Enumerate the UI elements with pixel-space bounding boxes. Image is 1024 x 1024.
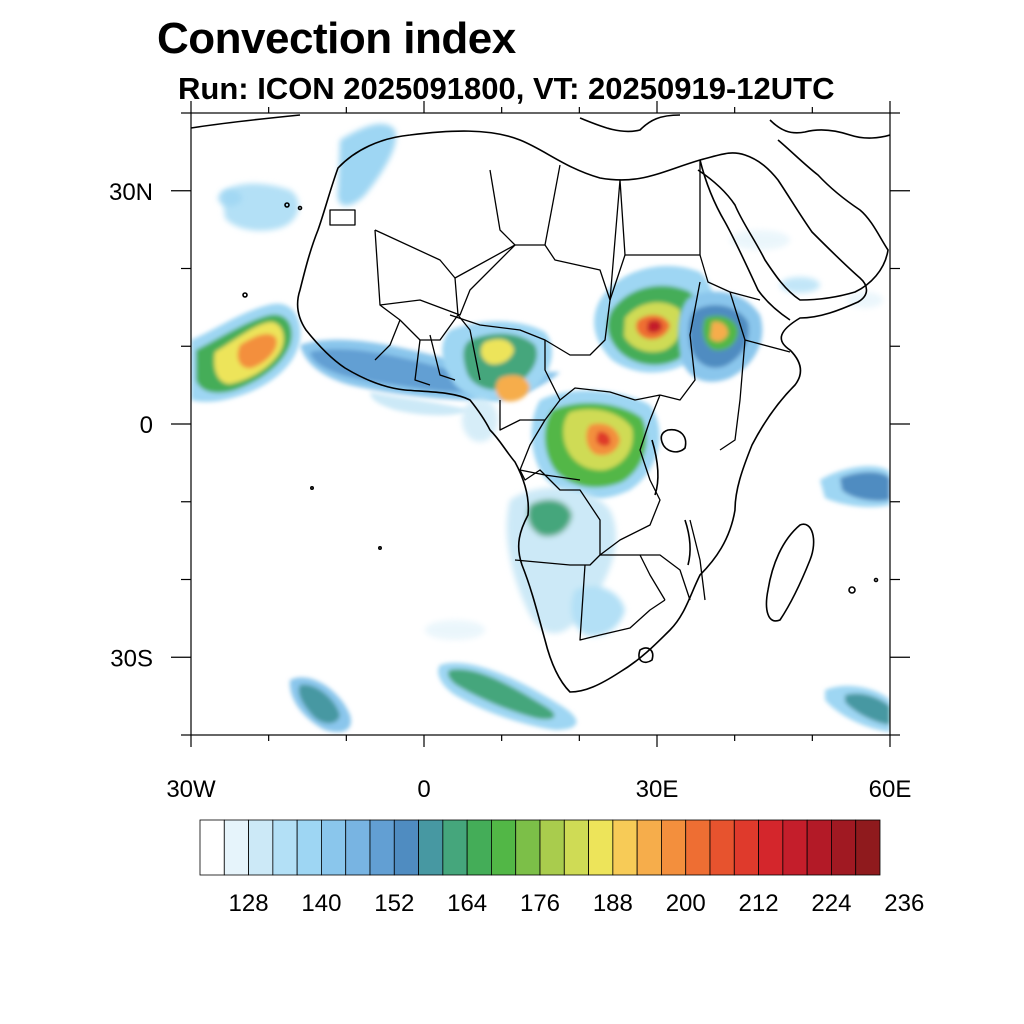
colorbar-swatch [733,819,759,876]
colorbar-swatch [321,819,347,876]
colorbar-label: 188 [593,890,633,917]
convection-region-faint-patches [218,190,883,640]
colorbar-swatch [515,819,541,876]
convection-region-southern-ocean-sw [289,677,351,733]
convection-region-ne-atlantic [222,123,396,231]
colorbar-swatch [466,819,492,876]
colorbar-swatch [758,819,784,876]
colorbar-swatch [855,819,881,876]
coastline-layer [191,114,890,693]
convection-region-sudan [594,265,715,373]
colorbar-swatch [588,819,614,876]
colorbar-swatch [636,819,662,876]
convection-region-indian-ocean-east [820,466,890,508]
colorbar-swatch [806,819,832,876]
colorbar-swatch [563,819,589,876]
colorbar-swatch [418,819,444,876]
colorbar-swatch [612,819,638,876]
colorbar-label: 236 [884,890,924,917]
colorbar-swatch [296,819,322,876]
axis-tick-labels: 30W 0 30E 60E 30N 0 30S [109,179,911,803]
country-border-layer [329,160,791,641]
chart-subtitle: Run: ICON 2025091800, VT: 20250919-12UTC [178,71,835,106]
convection-region-ethiopia [678,291,763,382]
convection-field-layer [191,123,890,733]
colorbar-label: 128 [229,890,269,917]
lat-tick-label: 0 [140,412,153,439]
convection-region-angola [506,487,625,637]
lon-tick-label: 0 [417,776,430,803]
colorbar-swatch [272,819,298,876]
colorbar-swatch [539,819,565,876]
colorbar-swatch [248,819,274,876]
lon-tick-label: 30E [636,776,679,803]
colorbar-swatch [442,819,468,876]
convection-region-nigeria [442,321,553,402]
convection-region-atlantic-west [191,303,301,402]
colorbar-swatch [345,819,371,876]
colorbar-label: 140 [301,890,341,917]
lon-tick-label: 30W [166,776,216,803]
colorbar-swatch [685,819,711,876]
colorbar-swatch [491,819,517,876]
colorbar-swatch [709,819,735,876]
colorbar-label: 200 [666,890,706,917]
convection-region-indian-ocean-south [825,685,890,732]
axis-ticks [171,101,910,747]
colorbar-swatch [782,819,808,876]
colorbar-label: 212 [739,890,779,917]
colorbar-swatch [223,819,249,876]
colorbar-swatch [661,819,687,876]
colorbar-label: 176 [520,890,560,917]
lon-tick-label: 60E [869,776,912,803]
lat-tick-label: 30N [109,179,153,206]
colorbar-swatch [393,819,419,876]
colorbar-label: 164 [447,890,487,917]
convection-region-congo [531,390,660,499]
colorbar: 128 140 152 164 176 188 200 212 224 236 [199,819,924,917]
lat-tick-label: 30S [110,645,153,672]
colorbar-swatch [369,819,395,876]
convection-region-south-atlantic [438,662,577,730]
chart-title: Convection index [157,14,516,63]
colorbar-label: 224 [811,890,851,917]
colorbar-swatch [831,819,857,876]
colorbar-swatch [199,819,225,876]
colorbar-label: 152 [374,890,414,917]
